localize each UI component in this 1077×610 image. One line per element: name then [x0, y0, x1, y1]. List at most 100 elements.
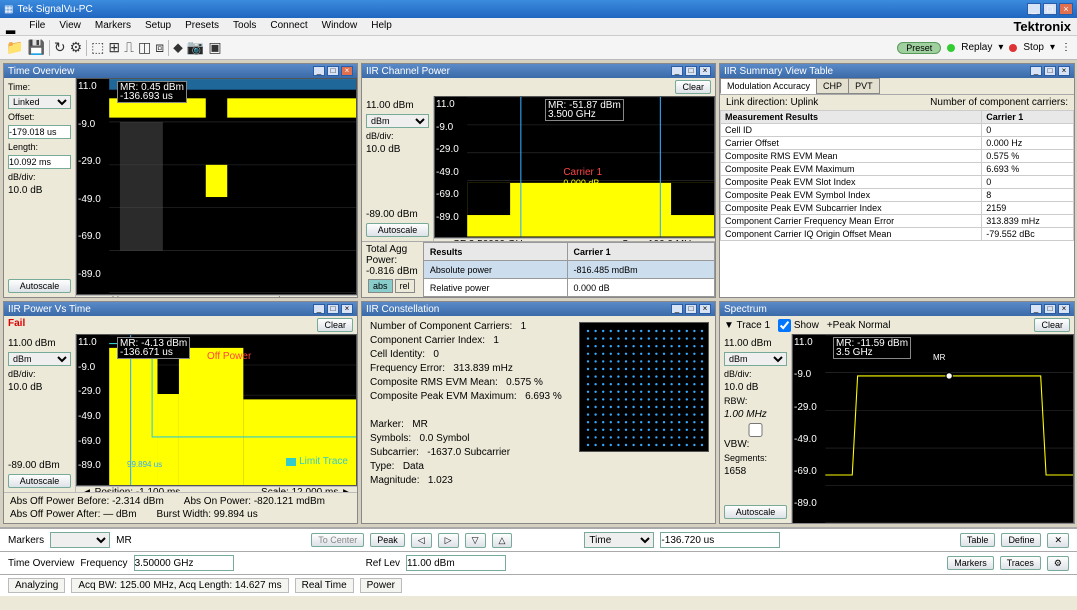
unit-select[interactable]: dBm [724, 352, 787, 366]
save-icon[interactable]: 💾 [27, 39, 44, 56]
traces-button[interactable]: Traces [1000, 556, 1041, 570]
time-overview-plot[interactable]: 11.0 -9.0 -29.0 -49.0 -69.0 -89.0 MR: 0.… [76, 78, 357, 295]
clear-button[interactable]: Clear [675, 80, 711, 94]
menu-connect[interactable]: Connect [270, 20, 307, 34]
app-menu-icon[interactable]: ▂ [6, 20, 15, 34]
peak-up-button[interactable]: △ [492, 533, 513, 548]
minimize-icon[interactable]: _ [1027, 3, 1041, 15]
menu-markers[interactable]: Markers [95, 20, 131, 34]
marker-select[interactable] [50, 532, 110, 548]
camera-icon[interactable]: 📷 [187, 39, 204, 56]
time-label: Time: [8, 82, 71, 92]
more-icon[interactable]: ⋮ [1061, 42, 1071, 53]
rel-button[interactable]: rel [395, 279, 415, 293]
marker-icon[interactable]: ⬥ [173, 39, 183, 56]
preset-button[interactable]: Preset [897, 42, 941, 54]
spectrum-plot[interactable]: 11.0-9.0-29.0-49.0-69.0-89.0 MR: -11.59 … [792, 334, 1074, 523]
menu-help[interactable]: Help [371, 20, 392, 34]
length-label: Length: [8, 142, 71, 152]
peak-right-button[interactable]: ▷ [438, 533, 459, 548]
stop-label[interactable]: Stop [1023, 42, 1044, 53]
record-icon[interactable]: ▣ [208, 39, 221, 56]
panel-title: Time Overview [8, 66, 74, 77]
time-mode-select[interactable]: Linked [8, 95, 71, 109]
toolbar: 📁 💾 ↻ ⚙ ⬚ ⊞ ⎍ ◫ ⧈ ⬥ 📷 ▣ Preset Replay▾ S… [0, 36, 1077, 60]
show-checkbox[interactable] [778, 319, 791, 332]
tab-chp[interactable]: CHP [816, 78, 849, 94]
settings-icon[interactable]: ⚙ [70, 39, 83, 56]
autoscale-button[interactable]: Autoscale [8, 279, 71, 293]
brand-logo: Tektronix [1013, 19, 1071, 34]
status-dot-red [1009, 44, 1017, 52]
peak-left-button[interactable]: ◁ [411, 533, 432, 548]
panel-title: IIR Constellation [366, 304, 439, 315]
chp-plot[interactable]: 11.0-9.0-29.0-49.0-69.0-89.0 MR: -51.87 … [434, 96, 715, 238]
app-title: Tek SignalVu-PC [17, 4, 92, 15]
unit-select[interactable]: dBm [8, 352, 71, 366]
pvt-plot[interactable]: 11.0-9.0-29.0-49.0-69.0-89.0 MR: -4.13 d… [76, 334, 357, 486]
status-realtime: Real Time [295, 578, 354, 593]
panel-close-icon[interactable]: × [341, 66, 353, 76]
freq-bar: Time Overview Frequency Ref Lev Markers … [0, 551, 1077, 574]
open-icon[interactable]: 📁 [6, 39, 23, 56]
app-icon: ▦ [4, 4, 13, 15]
close-markers-button[interactable]: ✕ [1047, 533, 1069, 548]
markers-button[interactable]: Markers [947, 556, 994, 570]
length-input[interactable] [8, 155, 71, 169]
to-center-button[interactable]: To Center [311, 533, 364, 547]
autoscale-button[interactable]: Autoscale [724, 505, 787, 519]
refresh-icon[interactable]: ↻ [54, 39, 66, 56]
chp-results-table: ResultsCarrier 1 Absolute power-816.485 … [423, 242, 715, 297]
display3-icon[interactable]: ⎍ [124, 39, 134, 56]
unit-select[interactable]: dBm [366, 114, 429, 128]
display4-icon[interactable]: ◫ [138, 39, 151, 56]
panel-spectrum: Spectrum _□× ▼ Trace 1 Show +Peak Normal… [719, 301, 1075, 524]
markers-bar: Markers MR To Center Peak ◁ ▷ ▽ △ Time T… [0, 528, 1077, 551]
readout-value-input[interactable] [660, 532, 780, 548]
menu-view[interactable]: View [59, 20, 81, 34]
top-value: 11.00 dBm [366, 100, 429, 111]
clear-button[interactable]: Clear [1034, 318, 1070, 332]
maximize-icon[interactable]: □ [1043, 3, 1057, 15]
display5-icon[interactable]: ⧈ [155, 39, 164, 56]
table-button[interactable]: Table [960, 533, 996, 547]
panel-time-overview: Time Overview _□× Time: Linked Offset: L… [3, 63, 358, 298]
dbdiv-label: dB/div: [8, 172, 71, 182]
menu-tools[interactable]: Tools [233, 20, 256, 34]
define-button[interactable]: Define [1001, 533, 1041, 547]
replay-label[interactable]: Replay [961, 42, 992, 53]
autoscale-button[interactable]: Autoscale [8, 474, 71, 488]
fail-indicator: Fail [8, 318, 25, 332]
reflev-input[interactable] [406, 555, 506, 571]
abs-button[interactable]: abs [368, 279, 393, 293]
menu-file[interactable]: File [29, 20, 45, 34]
menu-window[interactable]: Window [322, 20, 358, 34]
status-bar: Analyzing Acq BW: 125.00 MHz, Acq Length… [0, 574, 1077, 596]
autoscale-button[interactable]: Autoscale [366, 223, 429, 237]
peak-button[interactable]: Peak [370, 533, 405, 547]
status-power: Power [360, 578, 402, 593]
summary-table[interactable]: Measurement ResultsCarrier 1 Cell ID0 Ca… [720, 110, 1074, 297]
frequency-input[interactable] [134, 555, 234, 571]
panel-max-icon[interactable]: □ [327, 66, 339, 76]
menu-presets[interactable]: Presets [185, 20, 219, 34]
status-dot-green [947, 44, 955, 52]
tab-pvt[interactable]: PVT [848, 78, 880, 94]
display2-icon[interactable]: ⊞ [108, 39, 120, 56]
constellation-plot[interactable] [579, 322, 709, 452]
panel-pvt: IIR Power Vs Time _□× Fail Clear 11.00 d… [3, 301, 358, 524]
trace-select[interactable]: ▼ Trace 1 [724, 320, 770, 331]
gear-button[interactable]: ⚙ [1047, 556, 1069, 571]
tab-modacc[interactable]: Modulation Accuracy [720, 78, 817, 94]
vbw-checkbox[interactable] [724, 423, 787, 437]
display1-icon[interactable]: ⬚ [91, 39, 104, 56]
offset-input[interactable] [8, 125, 71, 139]
readout-type-select[interactable]: Time [584, 532, 654, 548]
close-icon[interactable]: × [1059, 3, 1073, 15]
peak-down-button[interactable]: ▽ [465, 533, 486, 548]
menu-setup[interactable]: Setup [145, 20, 171, 34]
clear-button[interactable]: Clear [317, 318, 353, 332]
status-analyzing: Analyzing [8, 578, 65, 593]
title-bar: ▦ Tek SignalVu-PC _ □ × [0, 0, 1077, 18]
panel-min-icon[interactable]: _ [313, 66, 325, 76]
